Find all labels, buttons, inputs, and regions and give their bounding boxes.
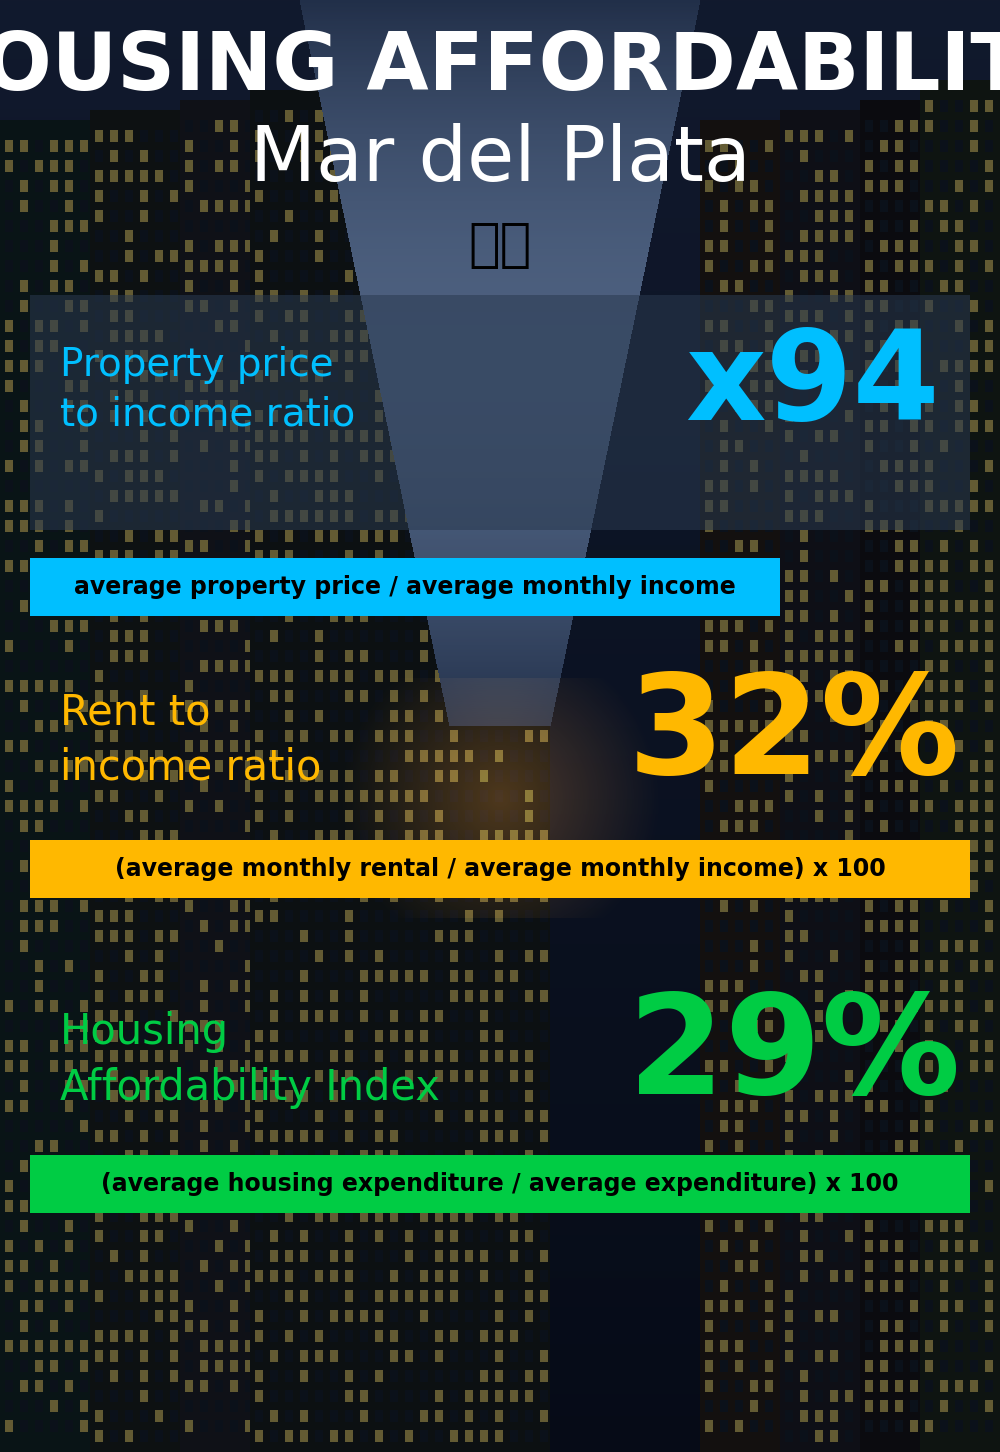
Bar: [30, 841, 970, 897]
Bar: [30, 295, 970, 530]
Text: x94: x94: [686, 324, 940, 446]
Bar: [30, 558, 780, 616]
Text: HOUSING AFFORDABILITY: HOUSING AFFORDABILITY: [0, 29, 1000, 107]
Text: average property price / average monthly income: average property price / average monthly…: [74, 575, 736, 600]
Text: Rent to
income ratio: Rent to income ratio: [60, 691, 321, 788]
Text: Housing
Affordability Index: Housing Affordability Index: [60, 1012, 440, 1108]
Text: 29%: 29%: [628, 987, 960, 1122]
Text: 🇦🇷: 🇦🇷: [468, 219, 532, 272]
Text: (average housing expenditure / average expenditure) x 100: (average housing expenditure / average e…: [101, 1172, 899, 1196]
Text: (average monthly rental / average monthly income) x 100: (average monthly rental / average monthl…: [115, 857, 885, 881]
Text: Property price
to income ratio: Property price to income ratio: [60, 346, 355, 434]
Bar: [30, 1154, 970, 1212]
Text: 32%: 32%: [628, 668, 960, 803]
Text: Mar del Plata: Mar del Plata: [250, 123, 750, 197]
